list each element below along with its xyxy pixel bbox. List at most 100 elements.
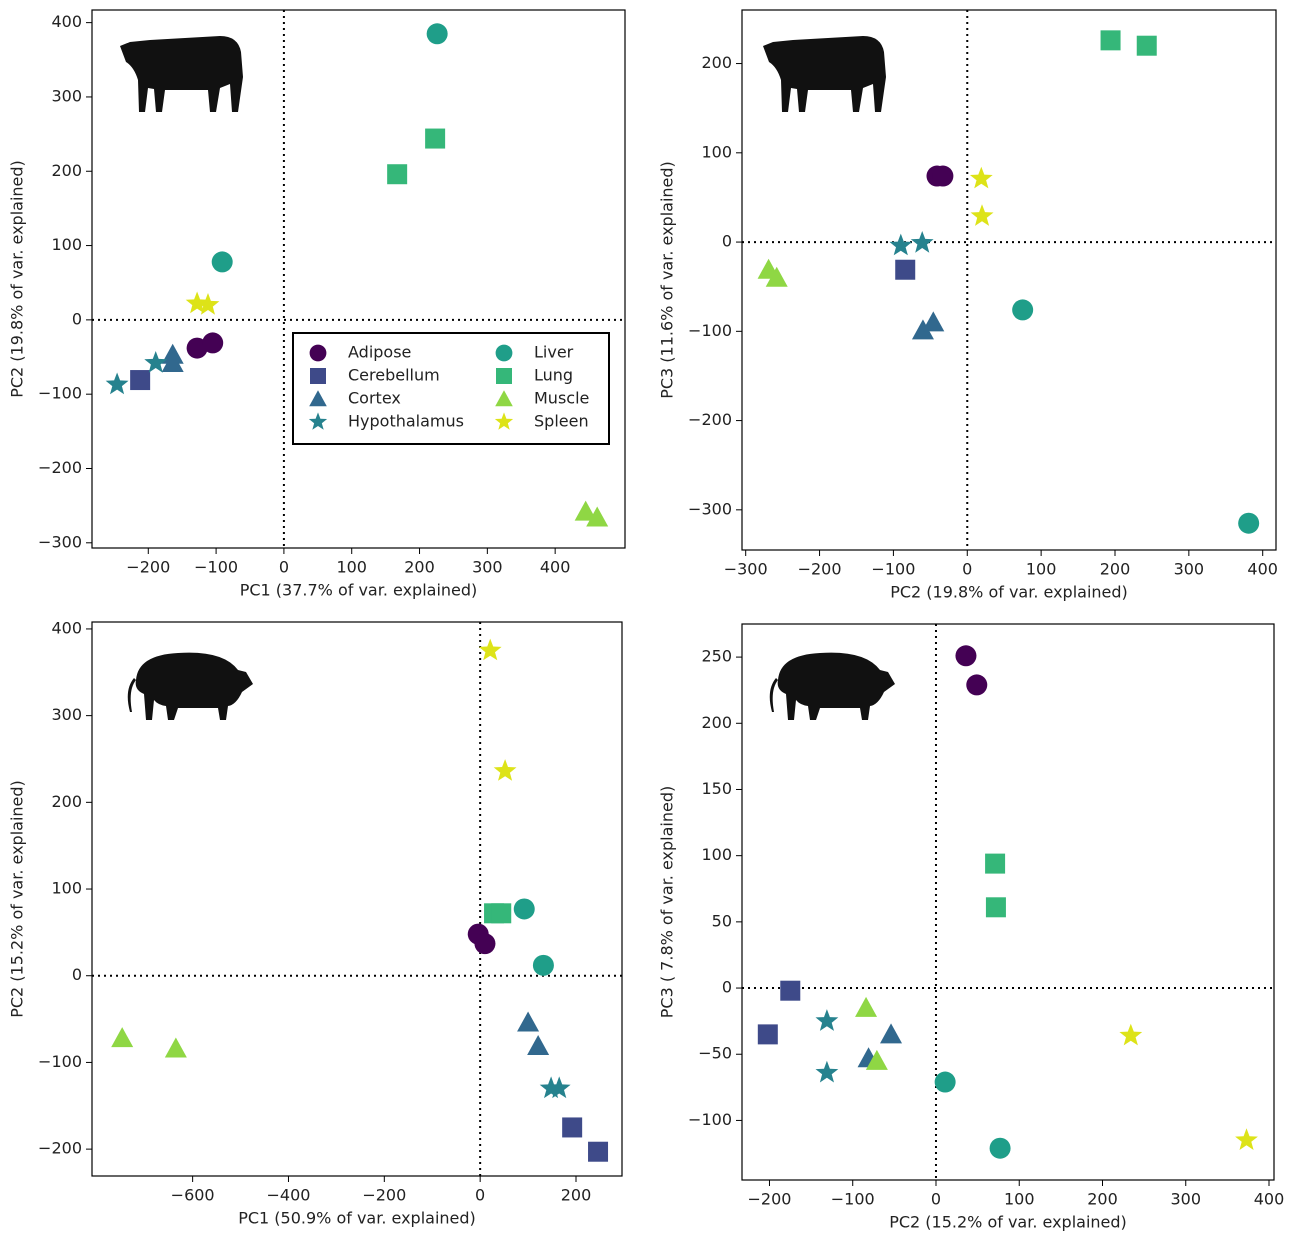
y-tick-label: −100 [688, 1110, 732, 1129]
x-tick-label: 400 [1254, 1190, 1285, 1209]
y-tick-label: 200 [51, 792, 82, 811]
axes-frame [741, 623, 1275, 1181]
x-tick-label: −100 [831, 1190, 875, 1209]
marker-triangle [865, 1049, 888, 1070]
legend-label: Spleen [534, 412, 589, 431]
marker-circle [495, 344, 513, 362]
marker-star [970, 204, 994, 226]
x-tick-label: 300 [472, 558, 503, 577]
x-tick-label: −200 [126, 558, 170, 577]
y-tick-label: 0 [722, 978, 732, 997]
legend-label: Lung [534, 366, 573, 385]
x-tick-label: −200 [362, 1186, 406, 1205]
marker-circle [966, 674, 988, 696]
marker-star [969, 166, 993, 189]
cow-icon [763, 36, 886, 112]
y-tick-label: 0 [72, 309, 82, 328]
y-tick-label: −300 [38, 532, 82, 551]
x-tick-label: 100 [1004, 1190, 1035, 1209]
x-tick-label: 0 [475, 1186, 485, 1205]
marker-triangle [161, 351, 184, 372]
y-tick-label: 400 [51, 618, 82, 637]
marker-triangle [855, 996, 878, 1017]
marker-square [1100, 30, 1121, 51]
legend-label: Muscle [534, 389, 589, 408]
x-axis-label: PC2 (19.8% of var. explained) [890, 583, 1128, 602]
x-tick-label: 400 [1247, 560, 1278, 579]
marker-square [491, 903, 512, 924]
x-tick-label: 300 [1170, 1190, 1201, 1209]
marker-triangle [517, 1011, 540, 1032]
marker-square [895, 259, 916, 280]
x-tick-label: −300 [724, 560, 768, 579]
subplot: −600 −400 −200 0 200 −200 −100 0 100 200 300 400 PC1… [8, 618, 623, 1228]
x-tick-label: −400 [266, 1186, 310, 1205]
marker-circle [932, 165, 954, 187]
marker-square [985, 897, 1006, 918]
x-tick-label: 0 [279, 558, 289, 577]
y-tick-label: −50 [698, 1044, 732, 1063]
legend-label: Cerebellum [348, 366, 440, 385]
x-axis-label: PC1 (37.7% of var. explained) [240, 581, 478, 600]
x-tick-label: −200 [798, 560, 842, 579]
marker-triangle [527, 1034, 550, 1055]
y-tick-label: 300 [51, 86, 82, 105]
y-tick-label: −200 [688, 410, 732, 429]
cow-icon [120, 36, 243, 112]
marker-star [105, 372, 129, 395]
y-tick-label: 100 [701, 845, 732, 864]
x-tick-label: −600 [171, 1186, 215, 1205]
subplot: −200 −100 0 100 200 300 400 −300 −200 −100 0 100 200… [8, 9, 626, 600]
x-tick-label: 100 [336, 558, 367, 577]
marker-triangle [911, 319, 934, 340]
marker-circle [1238, 512, 1260, 534]
axes-frame [91, 9, 626, 549]
marker-star [185, 291, 209, 314]
y-tick-label: 100 [51, 235, 82, 254]
marker-square [496, 368, 512, 384]
marker-star [1235, 1128, 1258, 1150]
y-tick-label: 100 [51, 879, 82, 898]
y-tick-label: 400 [51, 12, 82, 31]
y-tick-label: −200 [38, 1139, 82, 1158]
marker-triangle [922, 311, 945, 332]
x-tick-label: 200 [404, 558, 435, 577]
marker-star [889, 233, 913, 256]
y-tick-label: 0 [722, 232, 732, 251]
marker-triangle [111, 1027, 134, 1048]
subplot: −200 −100 0 100 200 300 400 −100 −50 0 50 100 150 200… [658, 623, 1285, 1232]
pig-icon [769, 652, 895, 720]
y-tick-label: 200 [51, 161, 82, 180]
marker-star [308, 412, 328, 430]
x-tick-label: 300 [1174, 560, 1205, 579]
y-tick-label: 150 [701, 779, 732, 798]
x-axis-label: PC1 (50.9% of var. explained) [238, 1209, 476, 1228]
y-tick-label: 100 [701, 142, 732, 161]
legend-label: Liver [534, 343, 574, 362]
marker-circle [989, 1137, 1011, 1159]
y-tick-label: 300 [51, 705, 82, 724]
marker-circle [426, 23, 448, 45]
x-tick-label: −100 [871, 560, 915, 579]
marker-triangle [574, 500, 597, 521]
marker-square [1136, 35, 1157, 56]
marker-square [588, 1141, 609, 1162]
y-tick-label: −200 [38, 458, 82, 477]
marker-square [780, 980, 801, 1001]
marker-circle [513, 898, 535, 920]
y-tick-label: 0 [72, 965, 82, 984]
x-tick-label: 0 [962, 560, 972, 579]
marker-star [494, 412, 514, 430]
marker-star [815, 1009, 839, 1031]
y-tick-label: −100 [38, 1052, 82, 1071]
marker-star [478, 638, 502, 661]
y-tick-label: 200 [701, 713, 732, 732]
marker-square [757, 1024, 778, 1045]
x-tick-label: 200 [1100, 560, 1131, 579]
legend-label: Hypothalamus [348, 412, 464, 431]
marker-circle [474, 933, 496, 955]
subplot: −300 −200 −100 0 100 200 300 400 −300 −200 −100 0 10… [658, 9, 1278, 602]
y-tick-label: −300 [688, 499, 732, 518]
x-tick-label: 400 [540, 558, 571, 577]
